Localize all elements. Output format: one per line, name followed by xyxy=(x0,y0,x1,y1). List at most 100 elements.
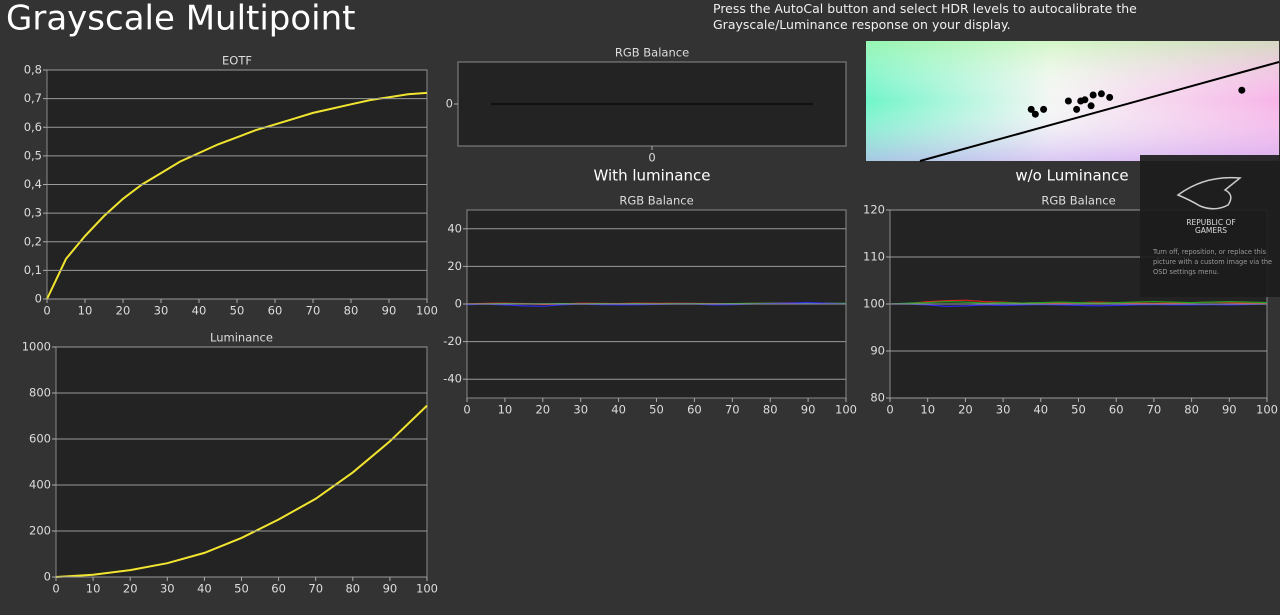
y-tick-label: 0 xyxy=(35,292,42,306)
point xyxy=(1106,93,1114,101)
x-tick-label: 100 xyxy=(1256,403,1278,417)
y-tick-label: 0,3 xyxy=(24,206,42,220)
y-tick-label: 100 xyxy=(863,297,885,311)
x-tick-label: 80 xyxy=(345,582,360,596)
brand: GAMERS xyxy=(1195,226,1227,235)
x-tick-label: 30 xyxy=(573,403,588,417)
overlay xyxy=(1140,155,1280,297)
y-tick-label: 200 xyxy=(29,524,51,538)
x-tick-label: 10 xyxy=(498,403,513,417)
series-line xyxy=(889,300,1268,305)
y-tick-label: 0 xyxy=(455,297,462,311)
series-line xyxy=(890,303,1268,308)
x-tick-label: 60 xyxy=(687,403,702,417)
x-tick-label: 90 xyxy=(383,582,398,596)
y-tick-label: 0 xyxy=(446,97,453,111)
series-line xyxy=(55,404,428,578)
section-label: With luminance xyxy=(594,167,711,185)
x-tick-label: 50 xyxy=(230,304,245,318)
x-tick-label: 100 xyxy=(416,582,438,596)
gamut-shade xyxy=(866,41,1279,161)
x-tick-label: 50 xyxy=(234,582,249,596)
x-tick-label: 100 xyxy=(416,304,438,318)
x-tick-label: 100 xyxy=(835,403,857,417)
x-tick-label: 10 xyxy=(78,304,93,318)
chart-title: RGB Balance xyxy=(1041,194,1115,208)
y-tick-label: 400 xyxy=(29,478,51,492)
point xyxy=(1238,86,1246,94)
y-tick-label: 40 xyxy=(447,221,462,235)
x-tick-label: 50 xyxy=(1071,403,1086,417)
x-tick-label: 80 xyxy=(763,403,778,417)
x-tick-label: 20 xyxy=(123,582,138,596)
point xyxy=(1073,105,1081,113)
x-tick-label: 90 xyxy=(382,304,397,318)
section-label: w/o Luminance xyxy=(1015,167,1128,185)
y-tick-label: 0,4 xyxy=(24,177,42,191)
y-tick-label: 90 xyxy=(870,344,885,358)
x-tick-label: 70 xyxy=(306,304,321,318)
x-tick-label: 70 xyxy=(725,403,740,417)
point xyxy=(1087,102,1095,110)
x-tick-label: 70 xyxy=(1147,403,1162,417)
x-tick-label: 40 xyxy=(192,304,207,318)
x-tick-label: 20 xyxy=(535,403,550,417)
brand: REPUBLIC OF xyxy=(1186,218,1235,227)
point xyxy=(1027,105,1035,113)
series-line xyxy=(46,91,428,300)
point xyxy=(1064,97,1072,105)
x-tick-label: 30 xyxy=(160,582,175,596)
y-tick-label: 0,5 xyxy=(24,148,42,162)
x-tick-label: 40 xyxy=(197,582,212,596)
plots: EOTF 0 0,1 0,2 0,3 0,4 0,5 0,6 0,7 0,8 0 10 20 30 40 50… xyxy=(22,46,1278,596)
x-tick-label: 0 xyxy=(886,403,893,417)
y-tick-label: 20 xyxy=(447,259,462,273)
x-tick-label: 60 xyxy=(268,304,283,318)
y-tick-label: 0,7 xyxy=(24,91,42,105)
x-tick-label: 60 xyxy=(1109,403,1124,417)
page-title: Grayscale Multipoint xyxy=(6,0,356,39)
x-tick-label: 0 xyxy=(43,304,50,318)
x-tick-label: 0 xyxy=(648,151,655,165)
point xyxy=(1040,105,1048,113)
x-tick-label: 0 xyxy=(463,403,470,417)
y-tick-label: 110 xyxy=(863,250,885,264)
instructions: Press the AutoCal button and select HDR … xyxy=(713,1,1137,32)
y-tick-label: 0 xyxy=(44,570,51,584)
point xyxy=(1031,110,1039,118)
chart-title: RGB Balance xyxy=(615,46,689,60)
logo xyxy=(1176,176,1242,210)
overlay-note: Turn off, reposition, or replace this pi… xyxy=(1153,248,1273,276)
x-tick-label: 40 xyxy=(1033,403,1048,417)
x-tick-label: 30 xyxy=(154,304,169,318)
y-tick-label: 600 xyxy=(29,432,51,446)
y-tick-label: 80 xyxy=(870,391,885,405)
x-tick-label: 40 xyxy=(611,403,626,417)
y-tick-label: -20 xyxy=(443,334,462,348)
y-tick-label: 0,8 xyxy=(24,63,42,77)
x-tick-label: 0 xyxy=(52,582,59,596)
x-tick-label: 10 xyxy=(920,403,935,417)
fit-line xyxy=(919,61,1280,162)
plot-area xyxy=(55,346,428,578)
chart-title: EOTF xyxy=(222,54,252,68)
y-tick-label: 0,6 xyxy=(24,120,42,134)
point xyxy=(1089,91,1097,99)
y-tick-label: 120 xyxy=(863,203,885,217)
x-tick-label: 20 xyxy=(116,304,131,318)
y-tick-label: 1000 xyxy=(22,340,51,354)
x-tick-label: 90 xyxy=(801,403,816,417)
y-tick-label: 800 xyxy=(29,386,51,400)
y-tick-label: 0,2 xyxy=(24,234,42,248)
y-tick-label: 0,1 xyxy=(24,263,42,277)
x-tick-label: 60 xyxy=(271,582,286,596)
x-tick-label: 50 xyxy=(649,403,664,417)
x-tick-label: 80 xyxy=(1184,403,1199,417)
point xyxy=(1097,90,1105,98)
point xyxy=(1081,96,1089,104)
y-tick-label: -40 xyxy=(443,372,462,386)
x-tick-label: 30 xyxy=(996,403,1011,417)
x-tick-label: 80 xyxy=(344,304,359,318)
